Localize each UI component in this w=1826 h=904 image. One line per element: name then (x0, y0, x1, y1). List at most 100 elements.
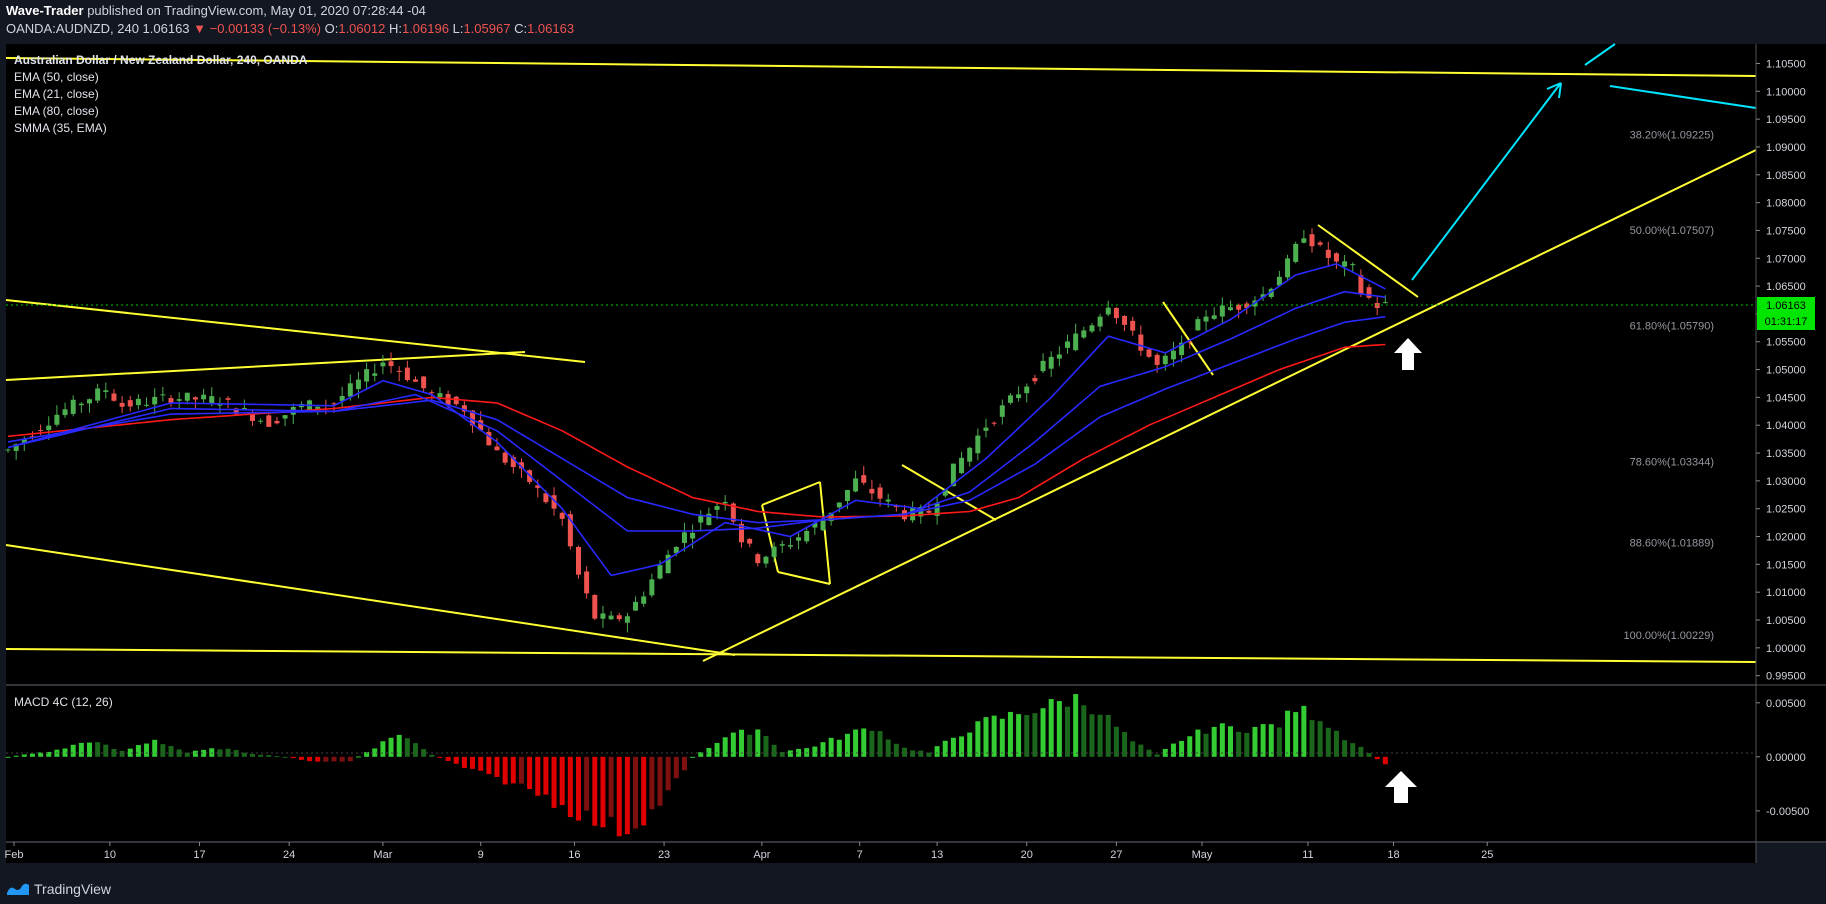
flag-left-line[interactable] (761, 504, 779, 573)
tradingview-logo-icon[interactable] (6, 881, 30, 897)
candle-body (918, 506, 924, 517)
macd-axis[interactable]: 0.00500 0.00000 -0.00500 (1756, 698, 1809, 818)
macd-bar (820, 742, 826, 757)
macd-bar (1268, 724, 1274, 757)
legend-ema80[interactable]: EMA (80, close) (14, 104, 99, 118)
candle-body (950, 463, 956, 487)
candle-body (739, 523, 744, 543)
macd-bar (1130, 741, 1136, 757)
macd-legend[interactable]: MACD 4C (12, 26) (14, 695, 113, 709)
projection-channel-segment[interactable] (1609, 85, 1757, 109)
candle-body (796, 537, 802, 541)
legend-ema50[interactable]: EMA (50, close) (14, 70, 99, 84)
macd-bar (1350, 743, 1356, 757)
macd-bar (649, 756, 655, 810)
candle-body (633, 601, 639, 611)
candle-body (657, 565, 663, 579)
price-tick-label: 1.07500 (1766, 225, 1806, 237)
legend-ema21[interactable]: EMA (21, close) (14, 87, 99, 101)
candle-body (942, 489, 948, 496)
price-axis-bg (1756, 44, 1826, 841)
legend-smma35[interactable]: SMMA (35, EMA) (14, 121, 107, 135)
candle-body (1056, 354, 1062, 359)
april-pennant-line[interactable] (901, 464, 997, 521)
macd-bar (494, 756, 500, 777)
macd-bar (225, 748, 231, 757)
price-axis[interactable]: 1.10500 1.10000 1.09500 1.09000 1.08500 1.080… (1756, 58, 1806, 683)
candle-body (975, 435, 981, 454)
time-tick-label: 10 (104, 849, 116, 861)
macd-bar (975, 721, 981, 757)
rising-trendline[interactable] (702, 149, 1757, 662)
projection-arrow-line[interactable] (1411, 83, 1561, 281)
macd-bar (1228, 726, 1233, 757)
macd-bar (421, 749, 427, 757)
tradingview-brand[interactable]: TradingView (34, 881, 112, 897)
macd-bar (445, 756, 451, 761)
wedge-upper-line[interactable] (5, 299, 586, 363)
author-name[interactable]: Wave-Trader (6, 3, 84, 18)
projection-arrows[interactable] (1411, 43, 1757, 281)
candle-body (225, 398, 231, 400)
macd-bar (584, 756, 590, 811)
macd-bar (885, 739, 891, 757)
late-april-falling-line[interactable] (1317, 224, 1419, 298)
macd-bar (184, 752, 190, 757)
time-tick-label: 9 (478, 849, 484, 861)
candle-body (910, 507, 916, 521)
macd-tick-label: 0.00000 (1766, 752, 1806, 764)
support-baseline[interactable] (5, 648, 1757, 663)
mid-april-falling-line[interactable] (1162, 301, 1214, 376)
candle-body (152, 396, 158, 405)
trend-lines[interactable] (5, 57, 1757, 663)
last-price: 1.06163 (142, 21, 190, 36)
macd-bar (527, 756, 533, 789)
macd-bar (592, 756, 598, 826)
time-tick-label: Apr (753, 849, 770, 861)
candle-body (665, 554, 671, 574)
candle-body (1244, 303, 1250, 308)
candle-body (641, 596, 647, 604)
candle-body (95, 388, 101, 401)
candle-body (600, 613, 606, 619)
wedge-lower-line[interactable] (5, 544, 736, 656)
flag-bottom-line[interactable] (777, 571, 831, 585)
flag-right-line[interactable] (819, 481, 831, 585)
candle-body (804, 531, 810, 542)
time-tick-label: 27 (1110, 849, 1122, 861)
candle-body (844, 490, 850, 502)
upper-channel-line[interactable] (5, 57, 1757, 77)
candle-body (706, 513, 712, 526)
ema50-line (7, 290, 1386, 532)
projection-upper-segment[interactable] (1584, 43, 1616, 66)
macd-bar (1056, 701, 1062, 757)
macd-bar (706, 747, 712, 757)
february-resistance-line[interactable] (5, 351, 526, 381)
candle-body (119, 402, 125, 407)
macd-bar (1252, 726, 1258, 757)
candle-body (160, 394, 166, 396)
time-axis-bg (6, 843, 1756, 863)
price-tick-label: 1.00000 (1766, 643, 1806, 655)
macd-bar (1325, 727, 1331, 757)
macd-bar (608, 756, 614, 817)
ema80-line (7, 315, 1386, 524)
candle-body (608, 615, 614, 620)
candle-body (1016, 394, 1022, 399)
time-axis[interactable]: Feb 10 17 24 Mar 9 16 23 Apr 7 13 20 27 May 11 18 25 (5, 842, 1494, 861)
candle-body (616, 615, 622, 620)
macd-bar (1382, 756, 1388, 765)
candle-body (1130, 320, 1136, 331)
candle-body (453, 396, 459, 405)
macd-bar (698, 752, 704, 757)
legend-symbol[interactable]: Australian Dollar / New Zealand Dollar, … (14, 53, 308, 67)
flag-top-line[interactable] (761, 481, 821, 506)
candle-body (461, 405, 467, 412)
indicator-legend[interactable]: Australian Dollar / New Zealand Dollar, … (14, 53, 308, 709)
candle-body (763, 556, 769, 564)
candle-body (413, 379, 418, 382)
candle-body (46, 425, 52, 431)
price-tick-label: 0.99500 (1766, 671, 1806, 683)
time-tick-label: Mar (373, 849, 392, 861)
